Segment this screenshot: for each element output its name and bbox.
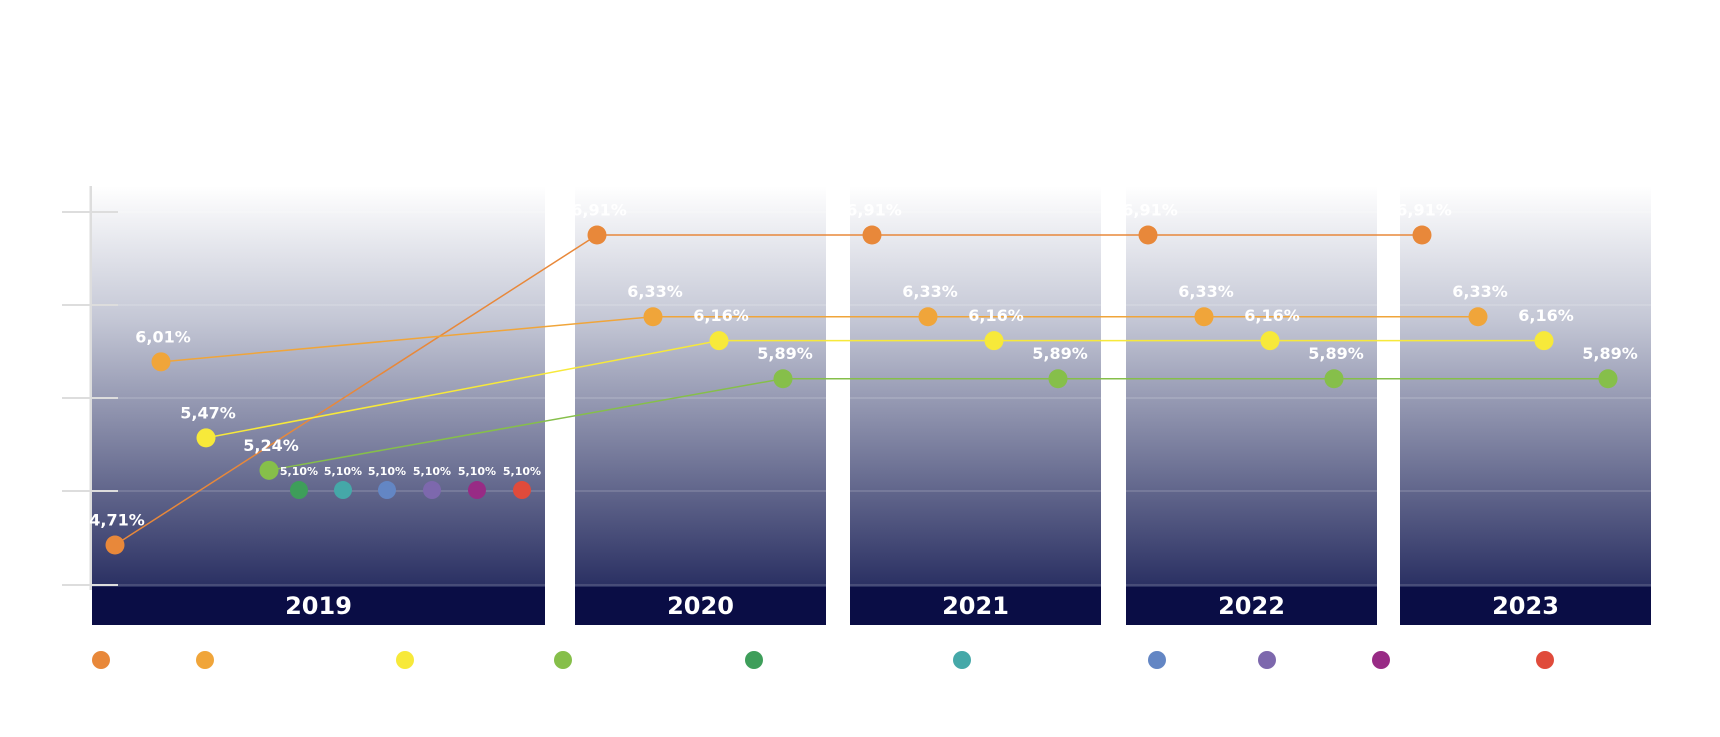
x-tick-label: 2023	[1492, 592, 1559, 620]
year-panel	[92, 186, 545, 625]
data-label: 5,10%	[368, 465, 406, 478]
data-point	[105, 535, 125, 555]
legend-swatch	[554, 651, 572, 669]
year-band	[1400, 587, 1651, 625]
data-label: 5,10%	[458, 465, 496, 478]
legend-swatch	[1148, 651, 1166, 669]
data-label: 5,89%	[1582, 344, 1638, 363]
data-point	[1260, 331, 1280, 351]
legend-swatch	[396, 651, 414, 669]
year-panel	[1400, 186, 1651, 625]
legend-swatch	[1372, 651, 1390, 669]
data-point	[643, 307, 663, 327]
data-point	[918, 307, 938, 327]
year-panel	[850, 186, 1101, 625]
data-point	[1324, 369, 1344, 389]
data-point	[1194, 307, 1214, 327]
data-point	[290, 481, 308, 500]
data-point	[1412, 225, 1432, 245]
data-label: 6,33%	[1178, 282, 1234, 301]
legend-swatch	[1536, 651, 1554, 669]
data-point	[196, 428, 216, 448]
data-point	[513, 481, 531, 500]
legend-swatch	[196, 651, 214, 669]
data-point	[984, 331, 1004, 351]
data-label: 6,16%	[1518, 306, 1574, 325]
data-point	[1598, 369, 1618, 389]
data-label: 4,71%	[89, 511, 145, 530]
data-label: 6,33%	[1452, 282, 1508, 301]
legend-swatch	[953, 651, 971, 669]
data-label: 6,33%	[902, 282, 958, 301]
data-label: 6,33%	[627, 282, 683, 301]
x-tick-label: 2022	[1218, 592, 1285, 620]
data-point	[468, 481, 486, 500]
data-point	[151, 352, 171, 372]
data-label: 5,10%	[324, 465, 362, 478]
data-label: 5,89%	[1032, 344, 1088, 363]
data-label: 6,16%	[693, 306, 749, 325]
legend-swatch	[745, 651, 763, 669]
legend-swatch	[1258, 651, 1276, 669]
x-tick-label: 2020	[667, 592, 734, 620]
data-label: 6,16%	[968, 306, 1024, 325]
data-label: 6,91%	[1122, 201, 1178, 220]
data-point	[1468, 307, 1488, 327]
year-panel	[575, 186, 826, 625]
data-label: 5,10%	[413, 465, 451, 478]
data-label: 6,91%	[846, 201, 902, 220]
data-label: 5,89%	[757, 344, 813, 363]
data-point	[862, 225, 882, 245]
data-label: 6,16%	[1244, 306, 1300, 325]
data-point	[587, 225, 607, 245]
data-label: 5,47%	[180, 403, 236, 422]
x-tick-label: 2019	[285, 592, 352, 620]
year-band	[850, 587, 1101, 625]
data-point	[334, 481, 352, 500]
data-label: 5,10%	[503, 465, 541, 478]
data-label: 6,01%	[135, 327, 191, 346]
data-label: 5,89%	[1308, 344, 1364, 363]
year-band	[92, 587, 545, 625]
x-tick-label: 2021	[942, 592, 1009, 620]
data-label: 5,24%	[243, 436, 299, 455]
data-label: 6,91%	[1396, 201, 1452, 220]
year-band	[575, 587, 826, 625]
data-point	[1138, 225, 1158, 245]
data-point	[378, 481, 396, 500]
data-point	[773, 369, 793, 389]
data-label: 5,10%	[280, 465, 318, 478]
legend-swatch	[92, 651, 110, 669]
year-panel	[1126, 186, 1377, 625]
data-point	[709, 331, 729, 351]
data-point	[1048, 369, 1068, 389]
data-point	[1534, 331, 1554, 351]
year-band	[1126, 587, 1377, 625]
data-point	[259, 460, 279, 480]
data-label: 6,91%	[571, 201, 627, 220]
data-point	[423, 481, 441, 500]
